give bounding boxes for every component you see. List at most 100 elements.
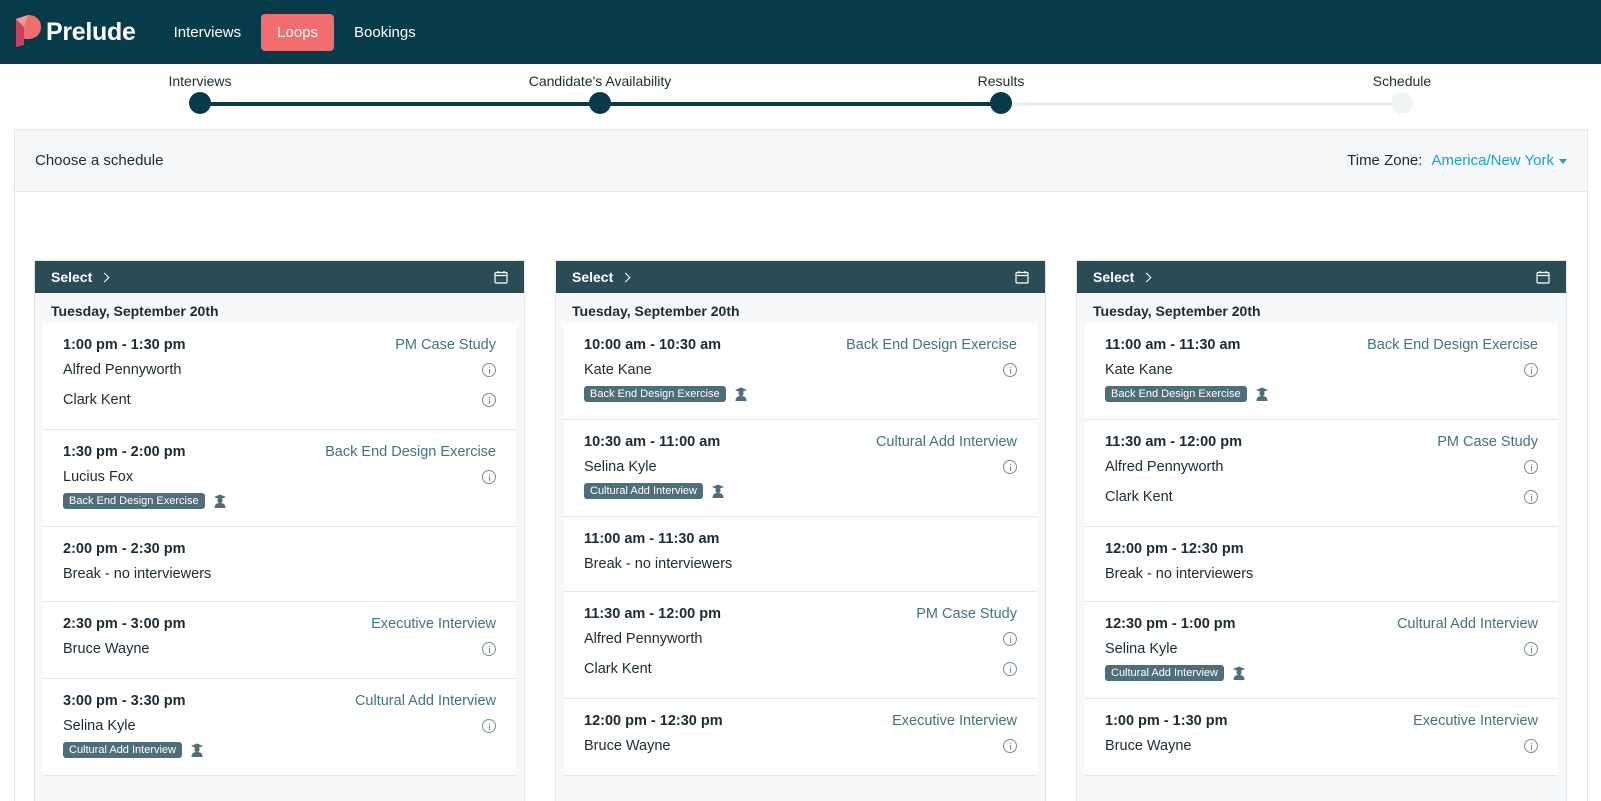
schedule-option-card: Select Tuesday, September 20th 11:00 am - … (1076, 260, 1567, 801)
interview-slot: 1:00 pm - 1:30 pm PM Case Study Alfred Pen… (43, 323, 516, 430)
select-label: Select (51, 269, 93, 285)
panel-title: Choose a schedule (35, 152, 164, 169)
info-icon[interactable] (1524, 460, 1538, 474)
interviewer-row: Clark Kent (1105, 482, 1538, 512)
select-label: Select (1093, 269, 1135, 285)
interview-type: Cultural Add Interview (1396, 616, 1538, 632)
interviewer-row: Bruce Wayne (1105, 731, 1538, 761)
shadow-tag-row: Back End Design Exercise (63, 492, 496, 510)
info-icon[interactable] (1524, 490, 1538, 504)
info-icon[interactable] (1003, 632, 1017, 646)
nav-interviews[interactable]: Interviews (173, 23, 242, 41)
break-note: Break - no interviewers (584, 556, 733, 572)
interview-slot: 11:00 am - 11:30 am Back End Design Exerc… (1085, 323, 1558, 420)
interview-slot: 11:30 am - 12:00 pm PM Case Study Alfred P… (1085, 420, 1558, 527)
schedule-day: Tuesday, September 20th (572, 303, 740, 319)
slot-time: 11:00 am - 11:30 am (584, 531, 720, 547)
interviewer-name: Selina Kyle (584, 459, 657, 475)
prelude-logo-icon (16, 15, 41, 47)
calendar-icon[interactable] (494, 270, 508, 284)
interviewer-name: Kate Kane (1105, 362, 1173, 378)
slot-time: 11:30 am - 12:00 pm (584, 606, 722, 622)
shadow-interviewer-icon (1233, 666, 1245, 680)
slot-header: 2:00 pm - 2:30 pm (63, 540, 496, 558)
slot-time: 2:00 pm - 2:30 pm (63, 541, 186, 557)
interviewer-row: Bruce Wayne (63, 634, 496, 664)
info-icon[interactable] (482, 719, 496, 733)
slot-header: 11:30 am - 12:00 pm PM Case Study (584, 605, 1017, 623)
info-icon[interactable] (1003, 662, 1017, 676)
step-track-pending (1001, 102, 1402, 106)
interviewer-row: Kate Kane (1105, 355, 1538, 385)
card-header: Select (556, 261, 1045, 293)
interview-slot: 1:30 pm - 2:00 pm Back End Design Exercis… (43, 430, 516, 527)
interview-type: PM Case Study (1437, 434, 1538, 450)
info-icon[interactable] (482, 470, 496, 484)
caret-down-icon (1559, 159, 1567, 164)
slot-list: 1:00 pm - 1:30 pm PM Case Study Alfred Pen… (43, 323, 516, 776)
interview-slot: 11:30 am - 12:00 pm PM Case Study Alfred P… (564, 592, 1037, 699)
slot-time: 10:30 am - 11:00 am (584, 434, 721, 450)
slot-time: 1:00 pm - 1:30 pm (1105, 713, 1228, 729)
brand-logo[interactable]: Prelude (14, 15, 136, 49)
shadow-tag-row: Back End Design Exercise (584, 385, 1017, 403)
interviewer-row: Alfred Pennyworth (1105, 452, 1538, 482)
info-icon[interactable] (1003, 460, 1017, 474)
interview-type: Cultural Add Interview (354, 693, 496, 709)
info-icon[interactable] (1524, 363, 1538, 377)
slot-header: 10:00 am - 10:30 am Back End Design Exerc… (584, 336, 1017, 354)
interview-slot: 12:00 pm - 12:30 pm Executive Interview Br… (564, 699, 1037, 776)
select-schedule-button[interactable]: Select (1093, 269, 1152, 285)
calendar-icon[interactable] (1015, 270, 1029, 284)
chevron-right-icon (620, 272, 631, 282)
step-dot-schedule[interactable] (1391, 92, 1413, 114)
step-label-interviews: Interviews (168, 73, 232, 89)
nav-bookings[interactable]: Bookings (354, 23, 416, 41)
info-icon[interactable] (482, 393, 496, 407)
panel-header: Choose a schedule Time Zone: America/New… (15, 130, 1587, 192)
step-dot-interviews[interactable] (189, 92, 211, 114)
interview-type: Back End Design Exercise (1367, 337, 1538, 353)
info-icon[interactable] (1003, 739, 1017, 753)
slot-list: 10:00 am - 10:30 am Back End Design Exerc… (564, 323, 1037, 776)
slot-header: 12:00 pm - 12:30 pm Executive Interview (584, 712, 1017, 730)
nav-links: Interviews Loops Bookings (158, 13, 436, 51)
shadow-tag-row: Back End Design Exercise (1105, 385, 1538, 403)
timezone-label: Time Zone: (1347, 152, 1423, 169)
info-icon[interactable] (1003, 363, 1017, 377)
slot-time: 11:30 am - 12:00 pm (1105, 434, 1243, 450)
shadow-tag-row: Cultural Add Interview (584, 482, 1017, 500)
interviewer-name: Selina Kyle (1105, 641, 1178, 657)
interviewer-row: Selina Kyle (63, 711, 496, 741)
info-icon[interactable] (1524, 739, 1538, 753)
interviewer-name: Lucius Fox (63, 469, 134, 485)
slot-time: 3:00 pm - 3:30 pm (63, 693, 186, 709)
interview-slot: 2:00 pm - 2:30 pm Break - no interviewers (43, 527, 516, 602)
interviewer-name: Clark Kent (584, 661, 652, 677)
interview-slot: 11:00 am - 11:30 am Break - no interviewe… (564, 517, 1037, 592)
step-dot-availability[interactable] (589, 92, 611, 114)
step-dot-results[interactable] (990, 92, 1012, 114)
step-label-schedule: Schedule (1372, 73, 1432, 89)
info-icon[interactable] (1524, 642, 1538, 656)
interviewer-row: Kate Kane (584, 355, 1017, 385)
interview-slot: 3:00 pm - 3:30 pm Cultural Add Interview S… (43, 679, 516, 776)
slot-time: 1:30 pm - 2:00 pm (63, 444, 186, 460)
interviewer-row: Lucius Fox (63, 462, 496, 492)
slot-time: 2:30 pm - 3:00 pm (63, 616, 186, 632)
interview-type-tag: Back End Design Exercise (1105, 386, 1247, 402)
calendar-icon[interactable] (1536, 270, 1550, 284)
select-schedule-button[interactable]: Select (572, 269, 631, 285)
interviewer-name: Bruce Wayne (1105, 738, 1192, 754)
nav-loops[interactable]: Loops (261, 13, 335, 51)
slot-time: 10:00 am - 10:30 am (584, 337, 722, 353)
schedule-day: Tuesday, September 20th (51, 303, 219, 319)
select-schedule-button[interactable]: Select (51, 269, 110, 285)
info-icon[interactable] (482, 642, 496, 656)
interviewer-name: Kate Kane (584, 362, 652, 378)
slot-header: 11:00 am - 11:30 am (584, 530, 1017, 548)
interview-slot: 12:30 pm - 1:00 pm Cultural Add Interview… (1085, 602, 1558, 699)
timezone-dropdown[interactable]: America/New York (1431, 152, 1567, 169)
timezone-picker: Time Zone: America/New York (1347, 152, 1567, 169)
info-icon[interactable] (482, 363, 496, 377)
